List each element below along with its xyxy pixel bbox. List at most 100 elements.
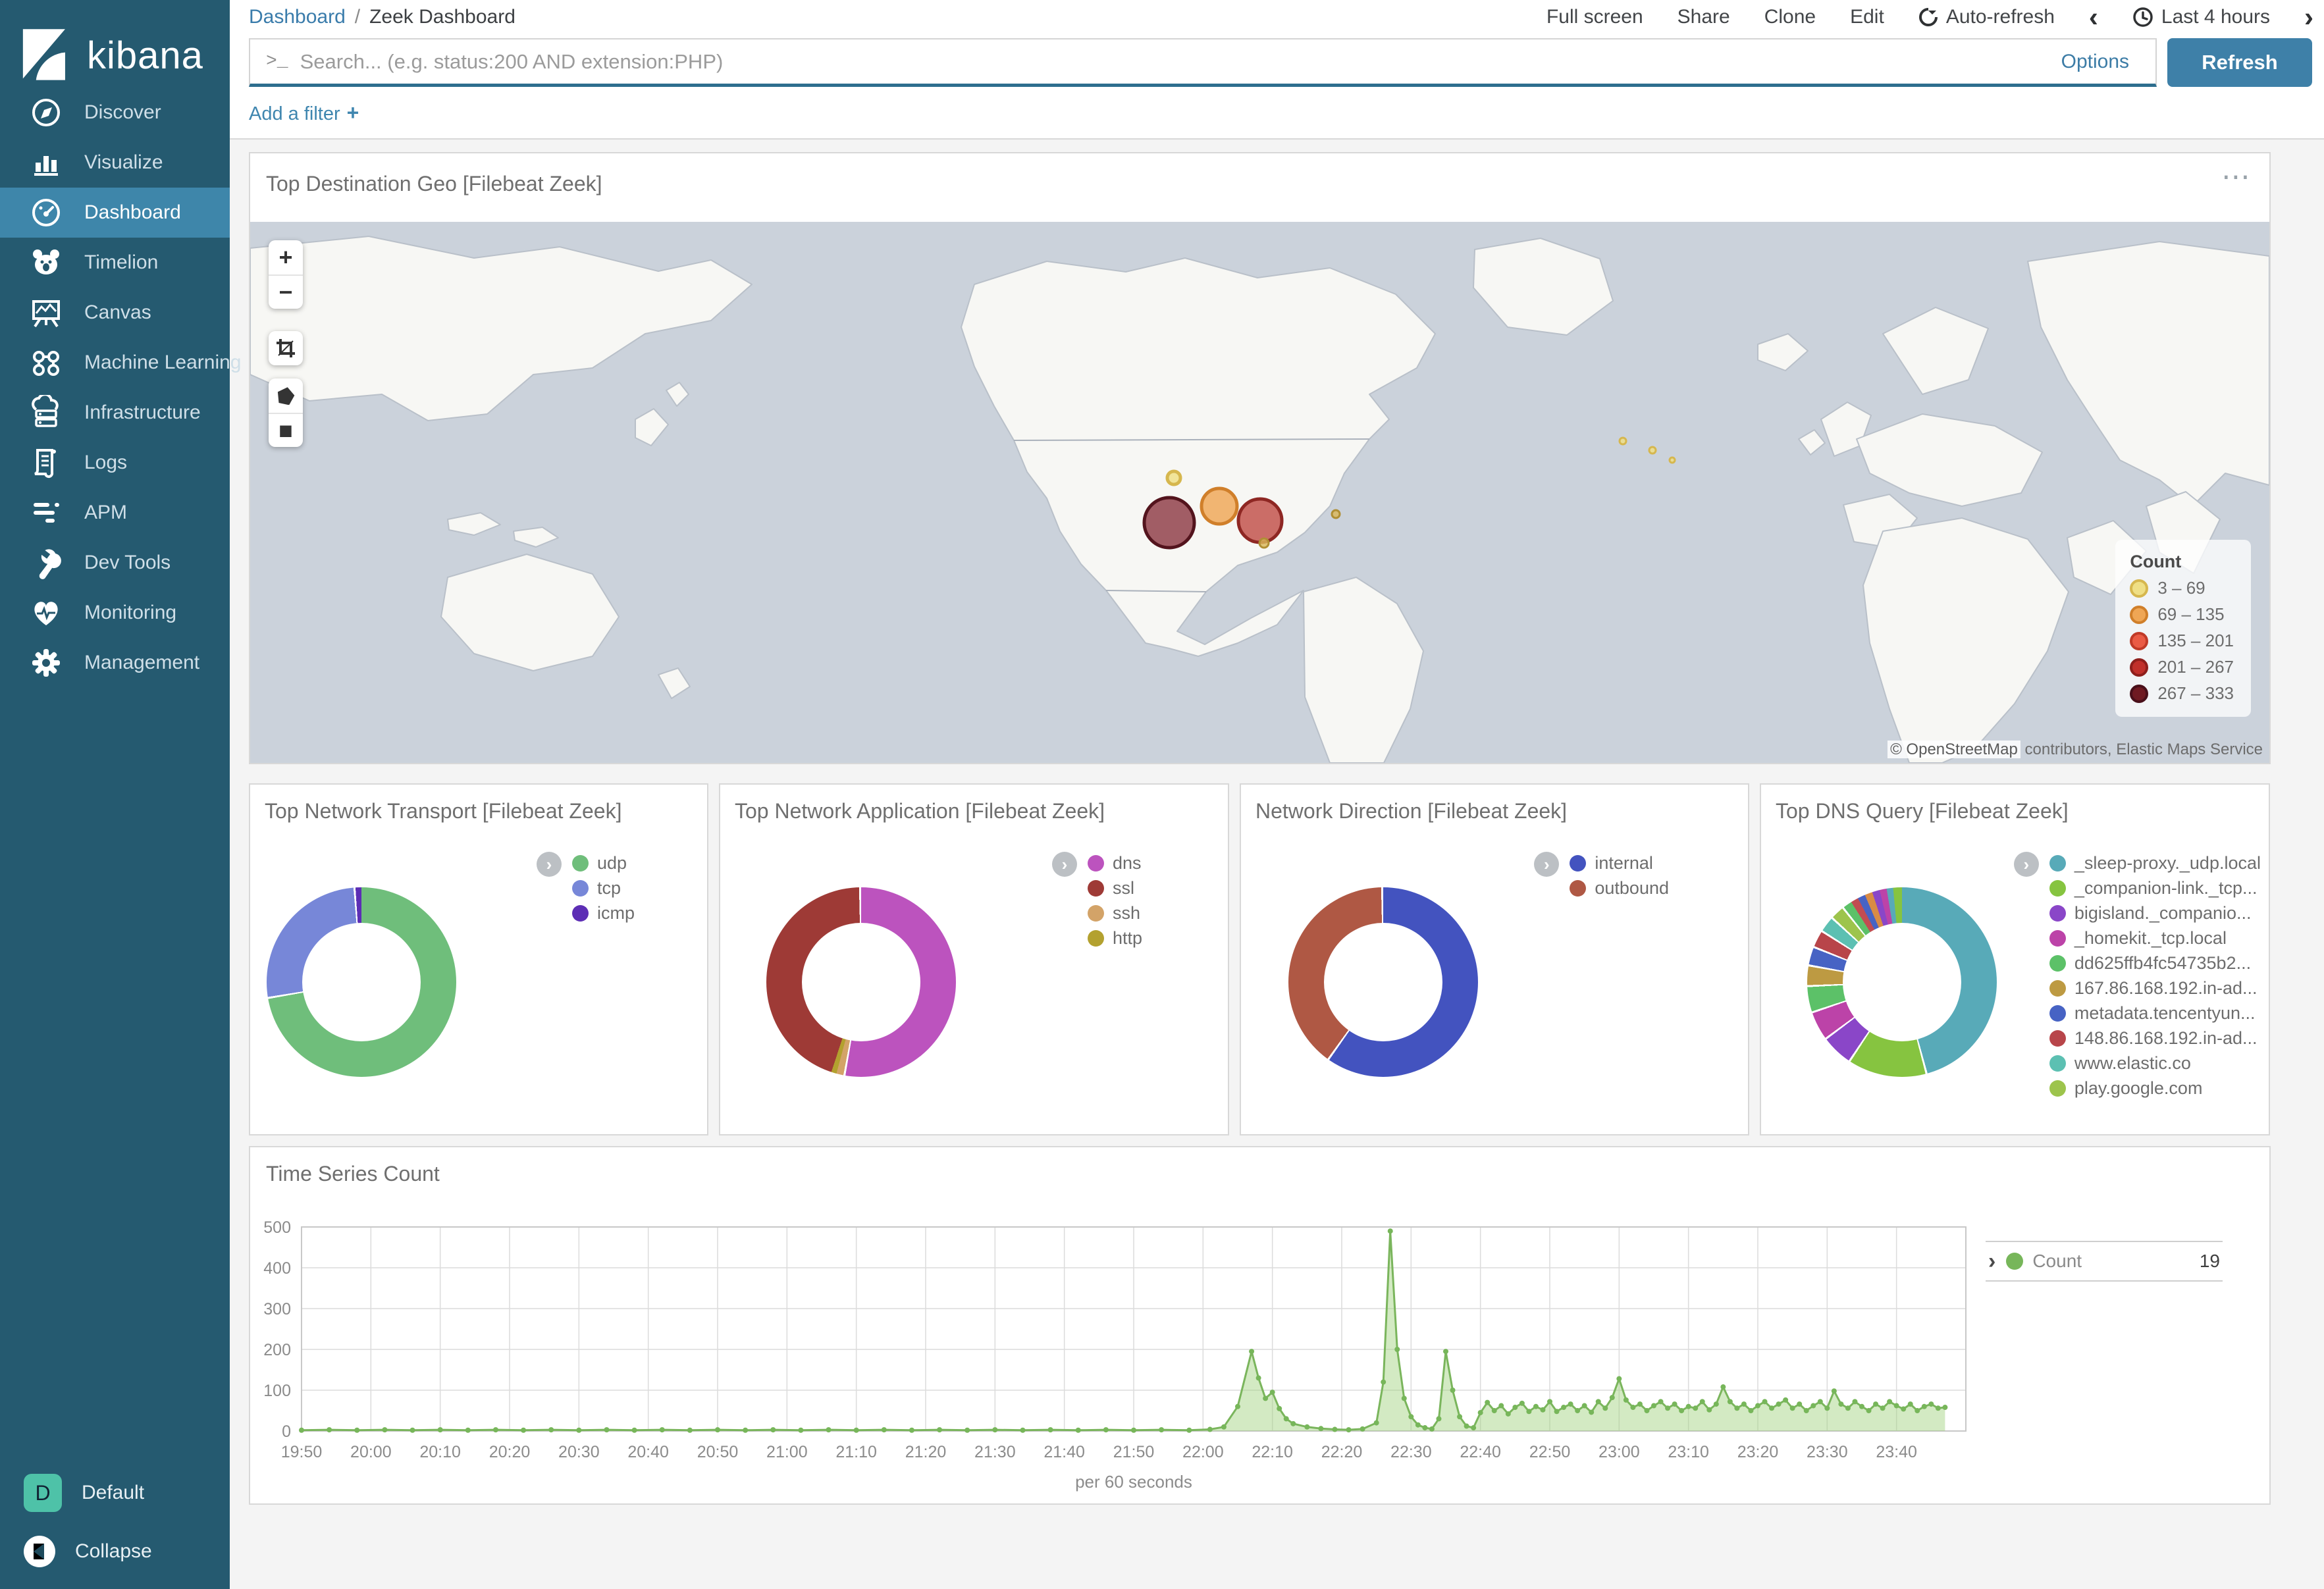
legend-item: 3 – 69 bbox=[2130, 578, 2234, 598]
panel-time-series-count: Time Series Count 0 100 200 300 400 500 19:50 2… bbox=[249, 1146, 2271, 1505]
direction-legend: › internal outbound bbox=[1534, 850, 1669, 900]
refresh-button[interactable]: Refresh bbox=[2167, 38, 2312, 87]
sidebar-item-monitoring[interactable]: Monitoring bbox=[0, 588, 230, 638]
transport-donut-chart[interactable] bbox=[267, 887, 456, 1077]
legend-item[interactable]: dd625ffb4fc54735b2... bbox=[2049, 951, 2261, 976]
sidebar-nav: Discover Visualize Dashboard Timelion Canvas… bbox=[0, 88, 242, 688]
geo-bubble[interactable] bbox=[1165, 469, 1182, 486]
legend-item[interactable]: metadata.tencentyun... bbox=[2049, 1001, 2261, 1026]
auto-refresh-button[interactable]: Auto-refresh bbox=[1918, 6, 2055, 28]
sidebar-item-dev-tools[interactable]: Dev Tools bbox=[0, 538, 230, 588]
legend-item[interactable]: _homekit._tcp.local bbox=[2049, 925, 2261, 951]
time-range-button[interactable]: Last 4 hours bbox=[2132, 6, 2270, 28]
timeseries-legend[interactable]: › Count 19 bbox=[1986, 1241, 2223, 1282]
sidebar-item-apm[interactable]: APM bbox=[0, 488, 230, 538]
geo-bubble[interactable] bbox=[1142, 496, 1196, 550]
discover-icon bbox=[28, 94, 65, 131]
sidebar-collapse-button[interactable]: Collapse bbox=[0, 1523, 230, 1580]
timelion-icon bbox=[28, 244, 65, 281]
map-crop-control bbox=[269, 331, 303, 365]
geo-bubble[interactable] bbox=[1618, 436, 1627, 446]
space-avatar[interactable]: D bbox=[24, 1474, 62, 1512]
add-filter-button[interactable]: Add a filter + bbox=[249, 100, 359, 124]
clone-button[interactable]: Clone bbox=[1764, 6, 1816, 28]
edit-button[interactable]: Edit bbox=[1850, 6, 1884, 28]
dns-donut-chart[interactable] bbox=[1807, 887, 1997, 1077]
legend-item[interactable]: _sleep-proxy._udp.local bbox=[2049, 850, 2261, 875]
sidebar-item-visualize[interactable]: Visualize bbox=[0, 138, 230, 188]
legend-expand-button[interactable]: › bbox=[1534, 852, 1560, 877]
share-button[interactable]: Share bbox=[1677, 6, 1730, 28]
sidebar-item-timelion[interactable]: Timelion bbox=[0, 238, 230, 288]
range-dot bbox=[2130, 631, 2149, 650]
legend-item[interactable]: ssh bbox=[1087, 900, 1142, 925]
svg-text:per 60 seconds: per 60 seconds bbox=[1075, 1472, 1192, 1492]
legend-item[interactable]: 148.86.168.192.in-ad... bbox=[2049, 1026, 2261, 1051]
sidebar-item-logs[interactable]: Logs bbox=[0, 438, 230, 488]
crop-tool-button[interactable] bbox=[269, 331, 303, 365]
sidebar-item-canvas[interactable]: Canvas bbox=[0, 288, 230, 338]
geo-bubble[interactable] bbox=[1648, 446, 1657, 455]
geo-bubble[interactable] bbox=[1200, 486, 1239, 526]
range-dot bbox=[2130, 605, 2149, 624]
legend-item[interactable]: internal bbox=[1570, 850, 1669, 875]
legend-expand-button[interactable]: › bbox=[536, 852, 562, 877]
legend-item[interactable]: bigisland._companio... bbox=[2049, 900, 2261, 925]
svg-text:21:10: 21:10 bbox=[835, 1443, 877, 1461]
legend-item[interactable]: _companion-link._tcp... bbox=[2049, 875, 2261, 900]
svg-text:20:40: 20:40 bbox=[627, 1443, 669, 1461]
range-dot bbox=[2130, 579, 2149, 598]
options-button[interactable]: Options bbox=[2061, 50, 2129, 72]
rectangle-tool-button[interactable]: ■ bbox=[269, 413, 303, 447]
zoom-in-button[interactable]: + bbox=[278, 244, 293, 271]
main-area: Dashboard / Zeek Dashboard Full screen S… bbox=[230, 0, 2324, 1589]
map-canvas[interactable]: + − bbox=[250, 222, 2269, 763]
legend-item[interactable]: play.google.com bbox=[2049, 1076, 2261, 1101]
geo-bubble[interactable] bbox=[1668, 456, 1676, 464]
sidebar-item-dashboard[interactable]: Dashboard bbox=[0, 188, 230, 238]
svg-text:300: 300 bbox=[263, 1300, 291, 1318]
clock-icon bbox=[2133, 7, 2153, 27]
geo-bubble[interactable] bbox=[1236, 497, 1284, 544]
breadcrumb-dashboard-link[interactable]: Dashboard bbox=[249, 6, 346, 28]
svg-text:23:00: 23:00 bbox=[1598, 1443, 1640, 1461]
sidebar-item-machine-learning[interactable]: Machine Learning bbox=[0, 338, 242, 388]
sidebar-item-discover[interactable]: Discover bbox=[0, 88, 230, 138]
sidebar-item-management[interactable]: Management bbox=[0, 638, 230, 688]
kibana-logo-text: kibana bbox=[87, 34, 203, 77]
geo-bubble[interactable] bbox=[1258, 537, 1270, 549]
legend-item[interactable]: www.elastic.co bbox=[2049, 1051, 2261, 1076]
legend-item[interactable]: tcp bbox=[571, 875, 635, 900]
zoom-out-button[interactable]: − bbox=[269, 274, 303, 309]
fullscreen-button[interactable]: Full screen bbox=[1546, 6, 1643, 28]
svg-text:500: 500 bbox=[263, 1218, 291, 1237]
direction-donut-chart[interactable] bbox=[1288, 887, 1478, 1077]
legend-collapse-icon[interactable]: › bbox=[1988, 1249, 1996, 1274]
polygon-tool-button[interactable] bbox=[269, 378, 303, 413]
panel-menu-button[interactable]: ⋯ bbox=[2221, 161, 2252, 193]
legend-item[interactable]: dns bbox=[1087, 850, 1142, 875]
legend-item[interactable]: ssl bbox=[1087, 875, 1142, 900]
default-space-label: Default bbox=[82, 1482, 145, 1503]
legend-item[interactable]: http bbox=[1087, 925, 1142, 951]
time-series-chart[interactable]: 0 100 200 300 400 500 19:50 20:00 20:10 20:20 20:3… bbox=[250, 1213, 1975, 1496]
sidebar-item-default-space[interactable]: D Default bbox=[0, 1463, 230, 1523]
legend-item[interactable]: icmp bbox=[571, 900, 635, 925]
svg-text:22:20: 22:20 bbox=[1321, 1443, 1363, 1461]
time-forward-button[interactable]: › bbox=[2304, 1, 2313, 32]
application-donut-chart[interactable] bbox=[766, 887, 956, 1077]
donut-row: Top Network Transport [Filebeat Zeek] › … bbox=[249, 783, 2271, 1135]
panel-network-direction: Network Direction [Filebeat Zeek] › inte… bbox=[1240, 783, 1749, 1135]
legend-expand-button[interactable]: › bbox=[2013, 852, 2039, 877]
kibana-logo[interactable]: kibana bbox=[0, 0, 230, 109]
legend-item[interactable]: 167.86.168.192.in-ad... bbox=[2049, 976, 2261, 1001]
time-back-button[interactable]: ‹ bbox=[2088, 1, 2098, 32]
sidebar-item-infrastructure[interactable]: Infrastructure bbox=[0, 388, 230, 438]
legend-expand-button[interactable]: › bbox=[1051, 852, 1077, 877]
legend-item[interactable]: udp bbox=[571, 850, 635, 875]
search-input[interactable] bbox=[300, 49, 2051, 74]
legend-item[interactable]: outbound bbox=[1570, 875, 1669, 900]
openstreetmap-link[interactable]: © OpenStreetMap bbox=[1888, 741, 2020, 758]
geo-bubble[interactable] bbox=[1331, 509, 1341, 519]
panel-top-network-transport: Top Network Transport [Filebeat Zeek] › … bbox=[249, 783, 708, 1135]
